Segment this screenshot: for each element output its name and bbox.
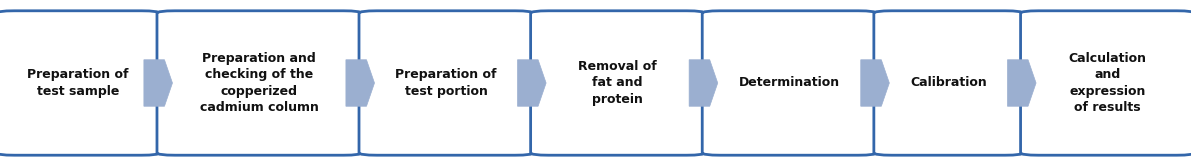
Text: Preparation of
test portion: Preparation of test portion xyxy=(395,68,497,98)
Polygon shape xyxy=(690,60,718,106)
Polygon shape xyxy=(861,60,890,106)
FancyBboxPatch shape xyxy=(531,11,705,155)
Text: Removal of
fat and
protein: Removal of fat and protein xyxy=(579,60,657,106)
Polygon shape xyxy=(518,60,547,106)
Polygon shape xyxy=(1008,60,1036,106)
FancyBboxPatch shape xyxy=(157,11,361,155)
Text: Calibration: Calibration xyxy=(910,77,987,89)
FancyBboxPatch shape xyxy=(0,11,160,155)
Polygon shape xyxy=(345,60,374,106)
Polygon shape xyxy=(144,60,173,106)
FancyBboxPatch shape xyxy=(874,11,1023,155)
FancyBboxPatch shape xyxy=(703,11,877,155)
FancyBboxPatch shape xyxy=(1021,11,1191,155)
Text: Determination: Determination xyxy=(738,77,840,89)
Text: Calculation
and
expression
of results: Calculation and expression of results xyxy=(1068,52,1147,114)
Text: Preparation of
test sample: Preparation of test sample xyxy=(27,68,129,98)
FancyBboxPatch shape xyxy=(358,11,534,155)
Text: Preparation and
checking of the
copperized
cadmium column: Preparation and checking of the copperiz… xyxy=(200,52,319,114)
